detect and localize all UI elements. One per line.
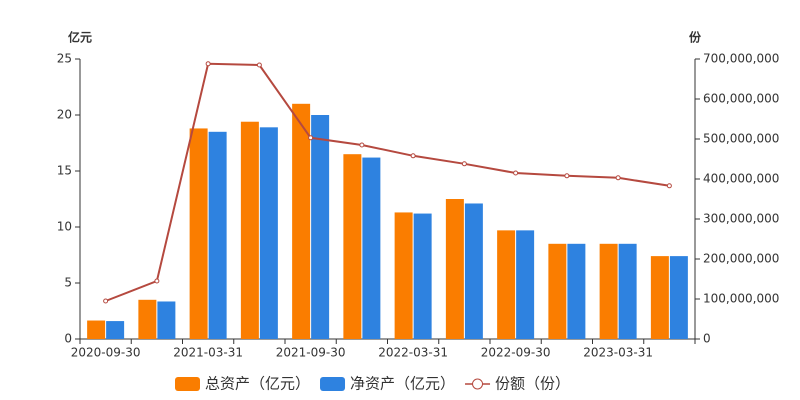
bar: [650, 256, 669, 339]
y2-tick-label: 300,000,000: [703, 212, 779, 226]
y-tick-label: 5: [64, 276, 72, 290]
legend-label: 总资产（亿元）: [205, 375, 310, 393]
legend-swatch: [320, 377, 346, 391]
y-tick-label: 10: [57, 220, 72, 234]
bar: [292, 103, 311, 339]
line-point: [256, 62, 262, 68]
bar: [669, 256, 688, 339]
y-tick-label: 15: [57, 164, 72, 178]
x-tick-label: 2021-03-31: [173, 346, 243, 360]
y2-tick-label: 700,000,000: [703, 52, 779, 66]
y2-tick-label: 100,000,000: [703, 292, 779, 306]
y2-axis-label: 份: [689, 30, 702, 45]
x-tick-label: 2022-09-30: [481, 346, 551, 360]
line-point: [615, 175, 621, 181]
bar: [106, 321, 125, 339]
bar: [413, 213, 432, 339]
y-tick-label: 25: [57, 52, 72, 66]
bar: [208, 131, 227, 339]
bar: [548, 243, 567, 339]
bar: [362, 157, 381, 339]
bar: [464, 203, 483, 339]
bar: [394, 212, 413, 339]
x-tick-label: 2021-09-30: [276, 346, 346, 360]
bar: [516, 230, 535, 339]
bar: [138, 299, 157, 339]
line-point: [461, 161, 467, 167]
bar: [311, 115, 330, 339]
y2-tick-label: 0: [703, 332, 711, 346]
bar: [567, 243, 586, 339]
y-axis-label: 亿元: [68, 30, 92, 45]
bar: [618, 243, 637, 339]
line-point: [666, 183, 672, 189]
x-tick-label: 2020-09-30: [71, 346, 141, 360]
bar: [599, 243, 618, 339]
bar: [497, 230, 516, 339]
y2-tick-label: 500,000,000: [703, 132, 779, 146]
y2-tick-label: 200,000,000: [703, 252, 779, 266]
line: [105, 62, 670, 302]
line-point: [513, 170, 519, 176]
x-tick-label: 2023-03-31: [583, 346, 653, 360]
line-point: [103, 298, 109, 304]
line-point: [564, 173, 570, 179]
y-tick-label: 0: [64, 332, 72, 346]
x-tick-label: 2022-03-31: [378, 346, 448, 360]
legend-swatch: [472, 378, 484, 390]
bar: [259, 127, 278, 339]
y2-tick-label: 600,000,000: [703, 92, 779, 106]
bar: [343, 154, 362, 339]
legend-label: 净资产（亿元）: [350, 375, 455, 393]
bar: [445, 199, 464, 339]
bar: [87, 320, 106, 339]
legend-label: 份额（份）: [495, 375, 570, 393]
line-point: [154, 278, 160, 284]
bar: [240, 121, 259, 339]
line-point: [410, 153, 416, 159]
y-tick-label: 20: [57, 108, 72, 122]
line-point: [359, 142, 365, 148]
line-point: [308, 135, 314, 141]
y2-tick-label: 400,000,000: [703, 172, 779, 186]
legend-swatch: [175, 377, 200, 391]
line-point: [205, 61, 211, 67]
bar: [157, 301, 176, 339]
bar: [189, 128, 208, 339]
